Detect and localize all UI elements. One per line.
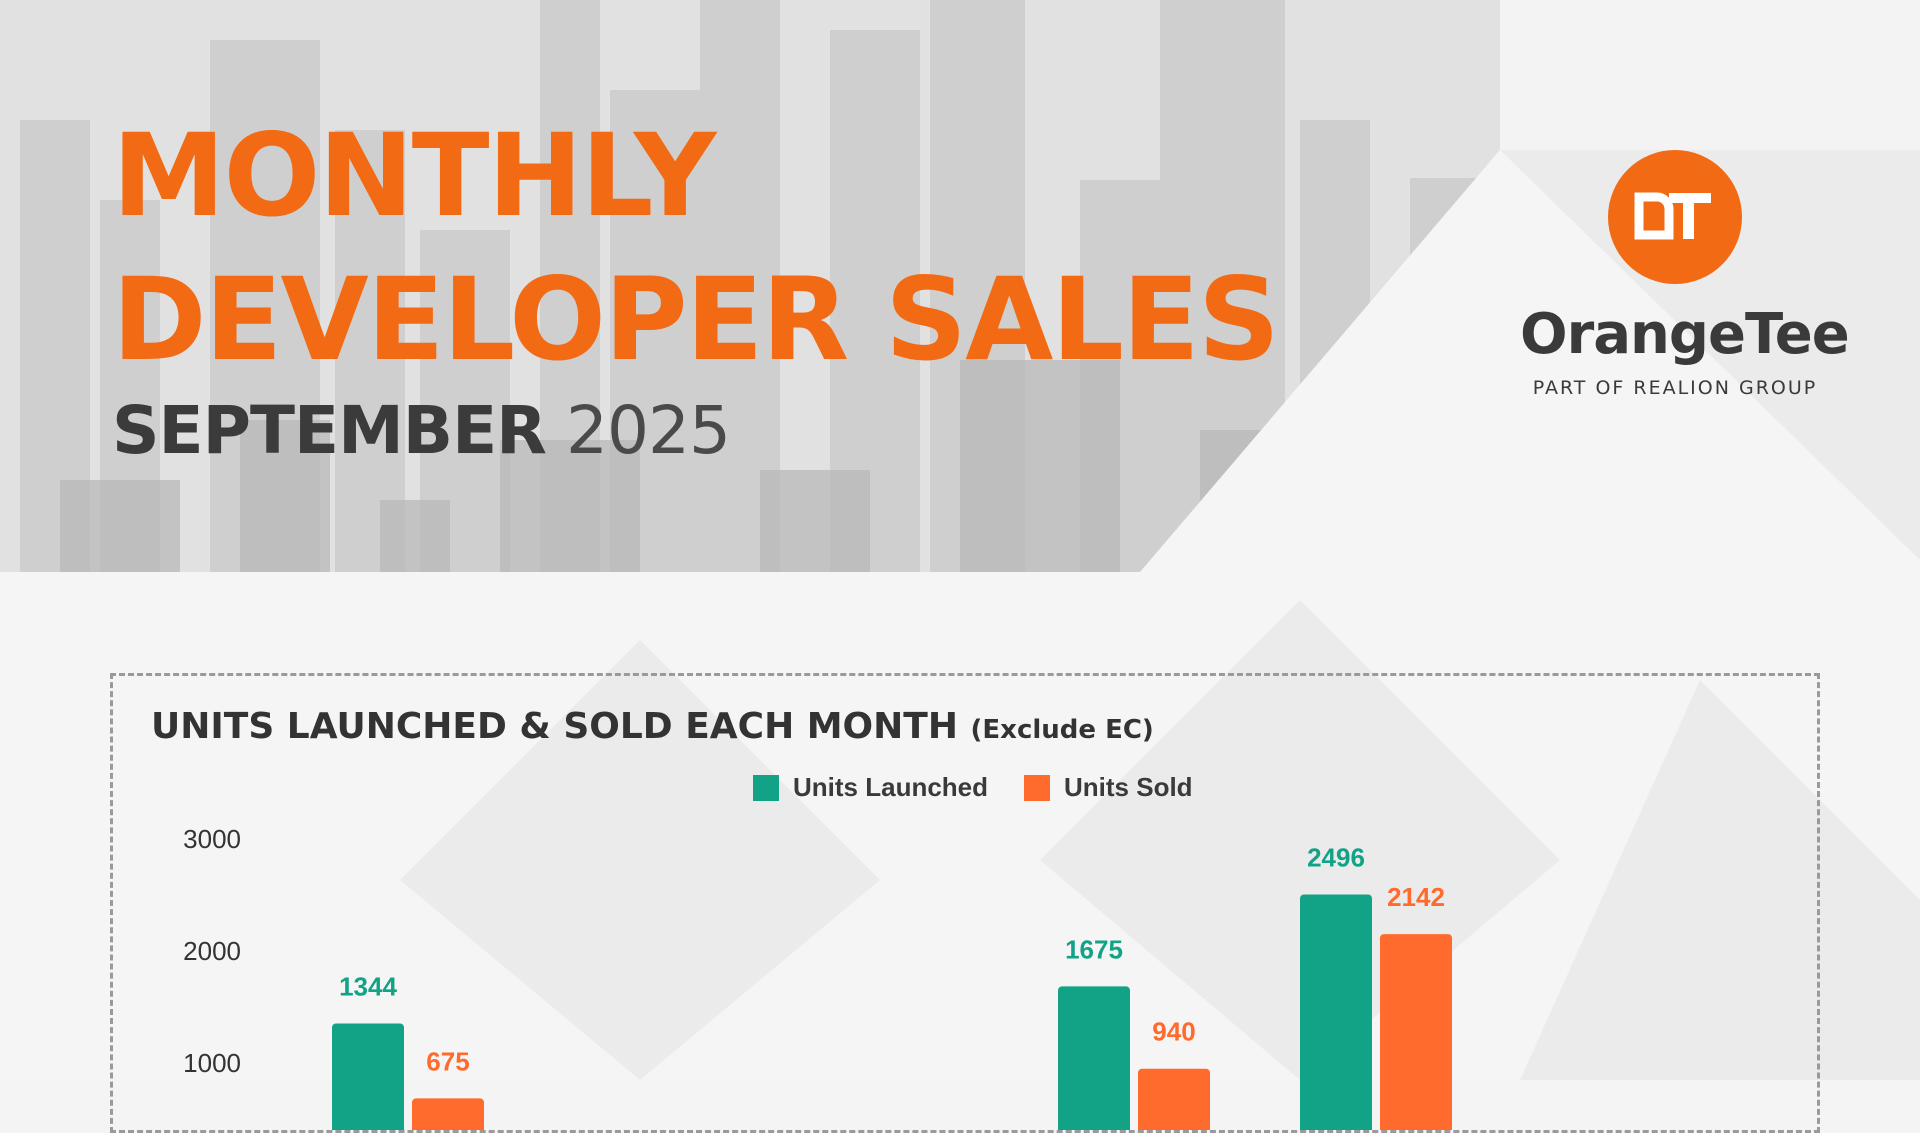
chart-title: UNITS LAUNCHED & SOLD EACH MONTH (Exclud… xyxy=(151,706,1154,747)
logo-monogram-icon xyxy=(1608,150,1742,284)
chart-panel: UNITS LAUNCHED & SOLD EACH MONTH (Exclud… xyxy=(110,673,1820,1133)
legend-swatch-launched xyxy=(753,774,779,801)
data-label-sold: 2142 xyxy=(1387,882,1445,912)
legend-item-sold: Units Sold xyxy=(1024,772,1193,803)
data-label-launched: 1675 xyxy=(1065,934,1123,964)
chart-title-text: UNITS LAUNCHED & SOLD EACH MONTH xyxy=(151,706,958,747)
orangetee-logo: OrangeTee PART OF REALION GROUP xyxy=(1520,150,1850,399)
logo-tagline: PART OF REALION GROUP xyxy=(1532,377,1818,399)
legend-swatch-sold xyxy=(1024,774,1051,801)
y-tick-label: 1000 xyxy=(183,1048,241,1078)
y-tick-label: 3000 xyxy=(183,824,241,854)
bar-units-sold xyxy=(412,1098,484,1130)
chart-legend: Units Launched Units Sold xyxy=(753,772,1193,803)
report-year: 2025 xyxy=(565,392,731,469)
legend-label-launched: Units Launched xyxy=(793,772,989,802)
page-title: MONTHLY DEVELOPER SALES xyxy=(112,104,1280,392)
title-line-1: MONTHLY xyxy=(112,109,716,242)
data-label-sold: 675 xyxy=(426,1046,469,1076)
bar-units-launched xyxy=(332,1023,404,1130)
data-label-launched: 2496 xyxy=(1307,842,1365,872)
chart-title-note: (Exclude EC) xyxy=(970,715,1154,745)
data-label-launched: 1344 xyxy=(339,971,397,1001)
bar-units-sold xyxy=(1380,934,1452,1130)
legend-item-launched: Units Launched xyxy=(753,772,988,803)
background-graphic xyxy=(0,0,1500,572)
bar-chart: 3000 2000 1000 1344 1675 2496 675 940 2142 xyxy=(183,824,1452,1130)
data-label-sold: 940 xyxy=(1152,1017,1195,1047)
report-month: SEPTEMBER xyxy=(112,392,547,469)
bar-units-sold xyxy=(1138,1068,1210,1130)
y-tick-label: 2000 xyxy=(183,936,241,966)
logo-ot-glyph xyxy=(1634,192,1711,240)
logo-wordmark: OrangeTee xyxy=(1520,302,1850,367)
legend-label-sold: Units Sold xyxy=(1064,772,1193,802)
title-line-2: DEVELOPER SALES xyxy=(112,253,1280,386)
bar-units-launched xyxy=(1058,986,1130,1130)
bar-units-launched xyxy=(1300,894,1372,1130)
report-period: SEPTEMBER 2025 xyxy=(112,392,731,469)
